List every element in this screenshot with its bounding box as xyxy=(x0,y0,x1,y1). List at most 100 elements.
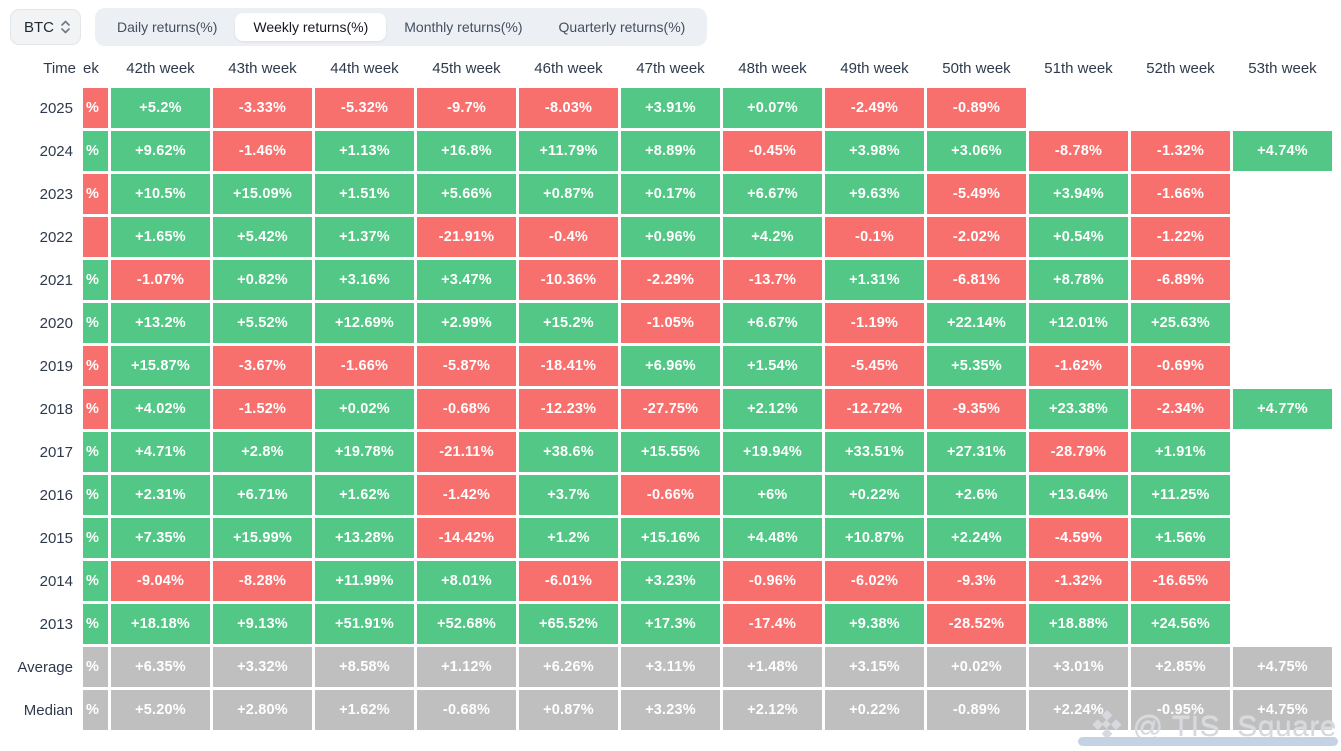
return-cell xyxy=(1233,217,1332,257)
return-cell-clipped: % xyxy=(83,260,108,300)
return-cell: +9.13% xyxy=(213,604,312,644)
return-cell: +0.82% xyxy=(213,260,312,300)
return-cell: +0.02% xyxy=(315,389,414,429)
return-cell: -6.02% xyxy=(825,561,924,601)
return-cell: +10.5% xyxy=(111,174,210,214)
row-label: 2021 xyxy=(39,271,73,289)
return-cell: +4.71% xyxy=(111,432,210,472)
return-cell: +3.11% xyxy=(621,647,720,687)
return-cell: -9.7% xyxy=(417,88,516,128)
return-cell: +15.99% xyxy=(213,518,312,558)
return-cell: -1.32% xyxy=(1029,561,1128,601)
return-cell: +38.6% xyxy=(519,432,618,472)
week-header: 52th week xyxy=(1146,60,1215,77)
return-cell: +19.78% xyxy=(315,432,414,472)
return-cell-clipped: % xyxy=(83,475,108,515)
return-cell: +16.8% xyxy=(417,131,516,171)
return-cell: +2.85% xyxy=(1131,647,1230,687)
return-cell: -9.04% xyxy=(111,561,210,601)
return-cell: -2.34% xyxy=(1131,389,1230,429)
return-cell: +2.80% xyxy=(213,690,312,730)
symbol-select[interactable]: BTC xyxy=(10,9,81,45)
return-cell: -0.95% xyxy=(1131,690,1230,730)
return-cell: -16.65% xyxy=(1131,561,1230,601)
return-cell: -1.66% xyxy=(1131,174,1230,214)
week-header: 46th week xyxy=(534,60,603,77)
return-cell: +1.51% xyxy=(315,174,414,214)
return-cell: +8.89% xyxy=(621,131,720,171)
return-cell: +1.31% xyxy=(825,260,924,300)
horizontal-scrollbar-thumb[interactable] xyxy=(1078,737,1338,746)
return-cell: +9.38% xyxy=(825,604,924,644)
return-cell: -1.32% xyxy=(1131,131,1230,171)
return-cell xyxy=(1233,260,1332,300)
return-cell: -6.89% xyxy=(1131,260,1230,300)
return-cell: +7.35% xyxy=(111,518,210,558)
return-cell: +2.99% xyxy=(417,303,516,343)
return-cell: +6.67% xyxy=(723,174,822,214)
return-cell: -28.52% xyxy=(927,604,1026,644)
clipped-week-header: ek xyxy=(83,60,99,77)
return-cell xyxy=(1233,604,1332,644)
time-column-header: Time xyxy=(43,60,76,77)
return-cell: +24.56% xyxy=(1131,604,1230,644)
row-label: 2016 xyxy=(39,486,73,504)
return-cell: +15.87% xyxy=(111,346,210,386)
return-cell: +15.2% xyxy=(519,303,618,343)
tab-weekly-returns[interactable]: Weekly returns(%) xyxy=(235,13,387,41)
return-cell: +0.07% xyxy=(723,88,822,128)
return-cell: -5.32% xyxy=(315,88,414,128)
return-cell: +6.67% xyxy=(723,303,822,343)
return-cell: +8.78% xyxy=(1029,260,1128,300)
return-cell: +2.24% xyxy=(927,518,1026,558)
return-cell: +27.31% xyxy=(927,432,1026,472)
return-cell: +3.15% xyxy=(825,647,924,687)
return-cell: +3.06% xyxy=(927,131,1026,171)
row-label: 2019 xyxy=(39,357,73,375)
return-cell: +9.62% xyxy=(111,131,210,171)
return-cell: +5.35% xyxy=(927,346,1026,386)
return-cell: -1.66% xyxy=(315,346,414,386)
return-cell: +3.47% xyxy=(417,260,516,300)
return-cell: +0.54% xyxy=(1029,217,1128,257)
return-cell: -8.78% xyxy=(1029,131,1128,171)
return-cell: +1.62% xyxy=(315,475,414,515)
tab-monthly-returns[interactable]: Monthly returns(%) xyxy=(404,19,523,35)
return-cell: -6.81% xyxy=(927,260,1026,300)
weekly-returns-table: Time ek 42th week 43th week 44th week 45th we… xyxy=(0,52,1332,730)
return-cell: -2.49% xyxy=(825,88,924,128)
return-cell: +4.75% xyxy=(1233,690,1332,730)
return-cell: -0.96% xyxy=(723,561,822,601)
return-cell: +3.23% xyxy=(621,690,720,730)
row-label: 2014 xyxy=(39,572,73,590)
week-header: 53th week xyxy=(1248,60,1317,77)
return-cell: -21.91% xyxy=(417,217,516,257)
return-cell: +10.87% xyxy=(825,518,924,558)
row-label: Average xyxy=(17,658,73,676)
week-header: 48th week xyxy=(738,60,807,77)
return-cell: +4.75% xyxy=(1233,647,1332,687)
tab-daily-returns[interactable]: Daily returns(%) xyxy=(117,19,218,35)
return-cell: +6.71% xyxy=(213,475,312,515)
return-cell: -28.79% xyxy=(1029,432,1128,472)
return-cell: +3.32% xyxy=(213,647,312,687)
return-cell: -12.23% xyxy=(519,389,618,429)
return-cell: +3.91% xyxy=(621,88,720,128)
return-cell: +1.62% xyxy=(315,690,414,730)
return-cell: -27.75% xyxy=(621,389,720,429)
return-cell: +4.77% xyxy=(1233,389,1332,429)
return-cell: +3.98% xyxy=(825,131,924,171)
week-header: 42th week xyxy=(126,60,195,77)
return-cell: +25.63% xyxy=(1131,303,1230,343)
return-cell: +15.55% xyxy=(621,432,720,472)
return-cell: +17.3% xyxy=(621,604,720,644)
return-cell: +12.69% xyxy=(315,303,414,343)
tab-quarterly-returns[interactable]: Quarterly returns(%) xyxy=(558,19,686,35)
return-cell: -12.72% xyxy=(825,389,924,429)
return-cell: +18.18% xyxy=(111,604,210,644)
row-label: 2023 xyxy=(39,185,73,203)
return-cell: -5.49% xyxy=(927,174,1026,214)
return-cell: -1.42% xyxy=(417,475,516,515)
return-cell: +1.13% xyxy=(315,131,414,171)
return-cell: +5.2% xyxy=(111,88,210,128)
